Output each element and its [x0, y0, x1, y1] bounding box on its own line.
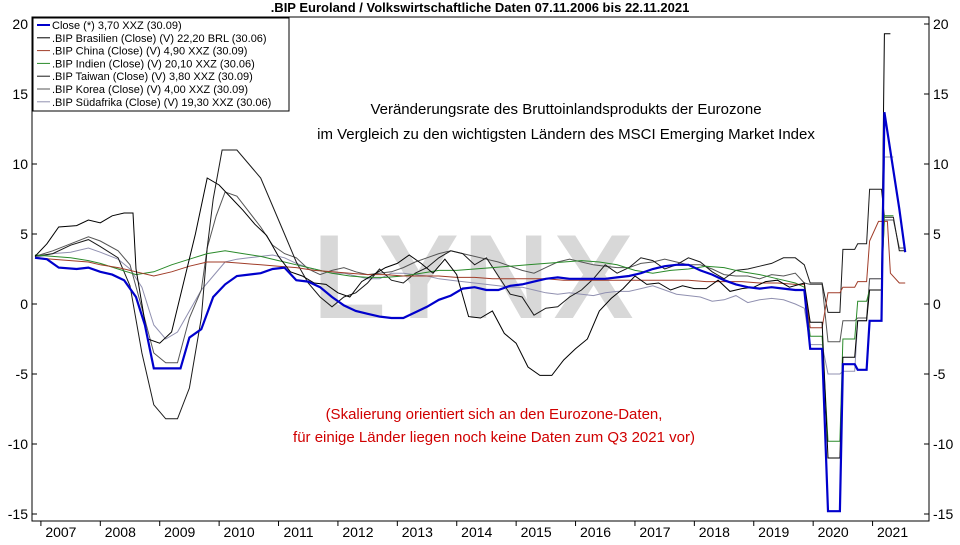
x-tick-label: 2014 [461, 524, 492, 540]
y-tick-label-left: -5 [16, 366, 29, 382]
x-tick-label: 2008 [105, 524, 136, 540]
legend-label-5: .BIP Korea (Close) (V) 4,00 XXZ (30.09) [52, 84, 248, 96]
x-tick-label: 2020 [818, 524, 849, 540]
y-tick-label-right: 20 [933, 16, 949, 32]
y-tick-label-left: 0 [20, 296, 28, 312]
y-tick-label-left: 15 [12, 86, 28, 102]
x-tick-label: 2019 [758, 524, 789, 540]
annotation-line-1: Veränderungsrate des Bruttoinlandsproduk… [370, 101, 761, 118]
y-tick-label-right: 5 [933, 226, 941, 242]
x-tick-label: 2007 [45, 524, 76, 540]
annotation-line-2: im Vergleich zu den wichtigsten Ländern … [317, 126, 815, 143]
scaling-note-line-2: für einige Länder liegen noch keine Date… [293, 429, 695, 446]
legend-label-1: .BIP Brasilien (Close) (V) 22,20 BRL (30… [52, 33, 267, 45]
x-tick-label: 2009 [164, 524, 195, 540]
series-line-0 [34, 112, 907, 513]
series-line-1 [34, 33, 891, 459]
x-tick-label: 2015 [521, 524, 552, 540]
x-tick-label: 2021 [877, 524, 908, 540]
legend-box [32, 17, 290, 112]
y-tick-label-left: 20 [12, 16, 28, 32]
series-line-4 [34, 149, 906, 420]
y-tick-label-right: 0 [933, 296, 941, 312]
x-tick-label: 2012 [342, 524, 373, 540]
y-tick-label-left: -15 [8, 506, 28, 522]
series-line-6 [34, 156, 894, 375]
x-tick-label: 2017 [639, 524, 670, 540]
x-tick-label: 2011 [283, 524, 313, 540]
x-tick-label: 2010 [224, 524, 255, 540]
x-tick-label: 2013 [402, 524, 433, 540]
y-tick-label-left: 5 [20, 226, 28, 242]
legend: Close (*) 3,70 XXZ (30.09).BIP Brasilien… [32, 17, 290, 112]
x-tick-label: 2018 [699, 524, 730, 540]
chart-title: .BIP Euroland / Volkswirtschaftliche Dat… [271, 0, 690, 15]
x-tick-label: 2016 [580, 524, 611, 540]
y-tick-label-left: -10 [8, 436, 28, 452]
y-tick-label-right: -15 [933, 506, 953, 522]
legend-label-6: .BIP Südafrika (Close) (V) 19,30 XXZ (30… [52, 97, 271, 109]
plot-area-frame [31, 16, 930, 522]
y-tick-label-right: 10 [933, 156, 949, 172]
y-tick-label-right: -5 [933, 366, 946, 382]
scaling-note-line-1: (Skalierung orientiert sich an den Euroz… [326, 406, 663, 423]
series-lines [34, 33, 907, 513]
y-tick-label-right: 15 [933, 86, 949, 102]
legend-label-4: .BIP Taiwan (Close) (V) 3,80 XXZ (30.09) [52, 71, 253, 83]
legend-label-2: .BIP China (Close) (V) 4,90 XXZ (30.09) [52, 46, 247, 58]
legend-label-0: Close (*) 3,70 XXZ (30.09) [52, 20, 182, 32]
y-tick-label-left: 10 [12, 156, 28, 172]
y-tick-label-right: -10 [933, 436, 953, 452]
legend-label-3: .BIP Indien (Close) (V) 20,10 XXZ (30.06… [52, 58, 255, 70]
